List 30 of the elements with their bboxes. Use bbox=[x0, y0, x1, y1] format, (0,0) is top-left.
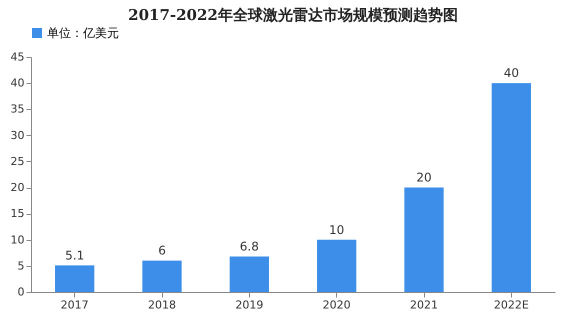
y-tick-label: 45 bbox=[10, 50, 24, 64]
data-label: 6.8 bbox=[240, 239, 259, 254]
data-label: 5.1 bbox=[65, 248, 84, 262]
x-tick-label: 2018 bbox=[148, 298, 176, 312]
y-tick-label: 30 bbox=[10, 128, 24, 142]
bar bbox=[142, 260, 182, 292]
y-tick-label: 10 bbox=[10, 233, 24, 246]
y-tick-label: 5 bbox=[18, 259, 24, 272]
bar bbox=[404, 188, 444, 292]
bar bbox=[230, 256, 269, 292]
data-label: 6 bbox=[158, 244, 166, 258]
y-tick-label: 35 bbox=[10, 102, 24, 116]
y-tick-label: 20 bbox=[10, 181, 24, 194]
x-tick-label: 2020 bbox=[322, 298, 351, 312]
x-tick-label: 2022E bbox=[494, 298, 529, 312]
x-tick-label: 2019 bbox=[235, 298, 264, 312]
data-label: 20 bbox=[416, 170, 432, 185]
y-tick-label: 15 bbox=[10, 207, 24, 220]
y-tick-label: 25 bbox=[10, 154, 24, 168]
data-label: 40 bbox=[504, 66, 519, 80]
chart-title: 2017-2022年全球激光雷达市场规模预测趋势图 bbox=[128, 6, 458, 24]
y-tick-label: 40 bbox=[10, 76, 24, 90]
bar bbox=[492, 83, 531, 292]
legend-label: 单位：亿美元 bbox=[47, 26, 119, 40]
x-tick-label: 2021 bbox=[410, 298, 438, 312]
data-label: 10 bbox=[329, 222, 344, 237]
x-tick-label: 2017 bbox=[60, 298, 89, 312]
y-tick-label: 0 bbox=[18, 286, 24, 298]
bar bbox=[55, 265, 94, 292]
bar bbox=[317, 240, 356, 292]
